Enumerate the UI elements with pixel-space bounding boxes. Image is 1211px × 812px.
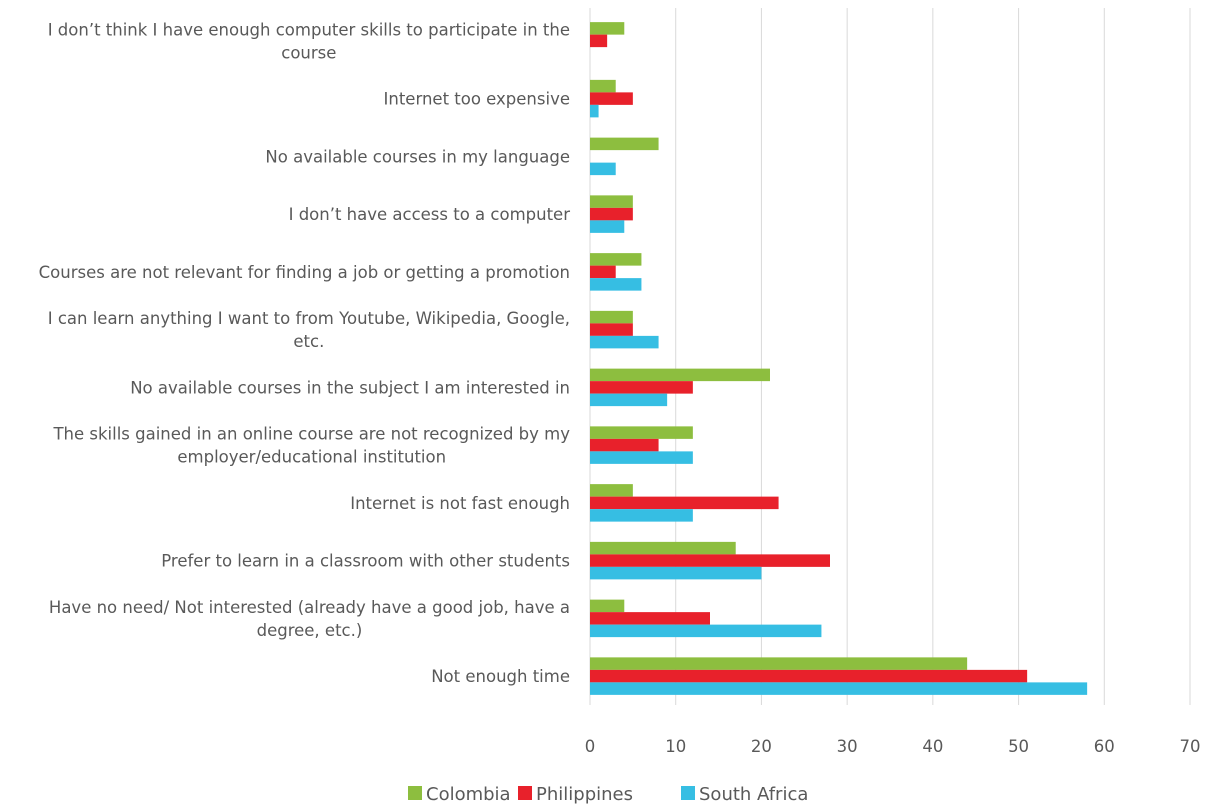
bar-south-africa <box>590 162 616 176</box>
bar-colombia <box>590 310 633 324</box>
x-axis-ticks: 0 10 20 30 40 50 60 70 <box>585 737 1201 756</box>
bar-south-africa <box>590 566 762 580</box>
x-tick-label: 40 <box>922 737 943 756</box>
category-label: I don’t think I have enough computer ski… <box>48 20 570 62</box>
bar-philippines <box>590 554 830 567</box>
legend-item-philippines: Philippines <box>518 784 633 805</box>
legend-label: Philippines <box>536 784 633 805</box>
legend-swatch <box>408 786 422 800</box>
category-label-line: course <box>281 43 336 62</box>
bar-colombia <box>590 368 770 382</box>
bar-colombia <box>590 541 736 555</box>
category-label-line: The skills gained in an online course ar… <box>52 425 570 444</box>
bar-philippines <box>590 92 633 105</box>
bar-colombia <box>590 484 633 497</box>
x-tick-label: 50 <box>1008 737 1029 756</box>
bar-south-africa <box>590 624 822 638</box>
category-label: No available courses in the subject I am… <box>130 378 570 397</box>
bar-south-africa <box>590 682 1088 695</box>
category-label: No available courses in my language <box>265 147 570 166</box>
category-label: Internet too expensive <box>384 90 570 109</box>
bar-philippines <box>590 496 779 510</box>
bar-colombia <box>590 253 642 266</box>
bar-colombia <box>590 657 968 670</box>
category-label-line: Have no need/ Not interested (already ha… <box>49 598 570 617</box>
category-label: The skills gained in an online course ar… <box>52 425 570 467</box>
x-tick-label: 70 <box>1180 737 1201 756</box>
bar-south-africa <box>590 104 599 118</box>
x-tick-label: 10 <box>665 737 686 756</box>
bar-philippines <box>590 265 616 279</box>
bar-south-africa <box>590 393 668 407</box>
category-label: Have no need/ Not interested (already ha… <box>49 598 570 640</box>
category-label-line: Prefer to learn in a classroom with othe… <box>161 552 570 571</box>
category-label-line: No available courses in my language <box>265 147 570 166</box>
x-tick-label: 20 <box>751 737 772 756</box>
bar-colombia <box>590 195 633 208</box>
bar-philippines <box>590 207 633 221</box>
bar-colombia <box>590 79 616 93</box>
category-label-line: No available courses in the subject I am… <box>130 378 570 397</box>
category-label: Not enough time <box>431 667 570 686</box>
category-label-line: employer/educational institution <box>177 448 446 467</box>
legend-swatch <box>681 786 695 800</box>
category-label: I can learn anything I want to from Yout… <box>48 309 570 351</box>
bar-philippines <box>590 612 710 625</box>
category-label: Courses are not relevant for finding a j… <box>39 263 570 282</box>
category-label-line: Internet is not fast enough <box>350 494 570 513</box>
category-label-line: I don’t think I have enough computer ski… <box>48 20 570 39</box>
x-tick-label: 60 <box>1094 737 1115 756</box>
bar-south-africa <box>590 220 625 233</box>
bar-south-africa <box>590 335 659 349</box>
bar-colombia <box>590 599 625 613</box>
bar-colombia <box>590 137 659 151</box>
category-label-line: Internet too expensive <box>384 90 570 109</box>
bars <box>590 22 1088 695</box>
x-tick-label: 0 <box>585 737 596 756</box>
bar-philippines <box>590 438 659 452</box>
bar-south-africa <box>590 451 693 464</box>
category-label: Internet is not fast enough <box>350 494 570 513</box>
legend-label: Colombia <box>426 784 511 805</box>
x-tick-label: 30 <box>837 737 858 756</box>
bar-philippines <box>590 381 693 394</box>
gridlines <box>589 8 1191 705</box>
bar-south-africa <box>590 278 642 291</box>
bar-south-africa <box>590 509 693 522</box>
category-label: Prefer to learn in a classroom with othe… <box>161 552 570 571</box>
bar-colombia <box>590 22 625 35</box>
bar-colombia <box>590 426 693 439</box>
category-label-line: etc. <box>293 332 324 351</box>
bar-philippines <box>590 669 1028 683</box>
category-label-line: I can learn anything I want to from Yout… <box>48 309 570 328</box>
bar-philippines <box>590 34 608 48</box>
legend-label: South Africa <box>699 784 808 805</box>
category-label-line: I don’t have access to a computer <box>289 205 571 224</box>
category-label: I don’t have access to a computer <box>289 205 571 224</box>
category-label-line: Not enough time <box>431 667 570 686</box>
legend-item-south-africa: South Africa <box>681 784 808 805</box>
category-labels: I don’t think I have enough computer ski… <box>39 20 571 686</box>
category-label-line: degree, etc.) <box>257 621 363 640</box>
legend-item-colombia: Colombia <box>408 784 511 805</box>
category-label-line: Courses are not relevant for finding a j… <box>39 263 570 282</box>
bar-philippines <box>590 323 633 336</box>
legend-swatch <box>518 786 532 800</box>
legend: Colombia Philippines South Africa <box>408 784 808 805</box>
